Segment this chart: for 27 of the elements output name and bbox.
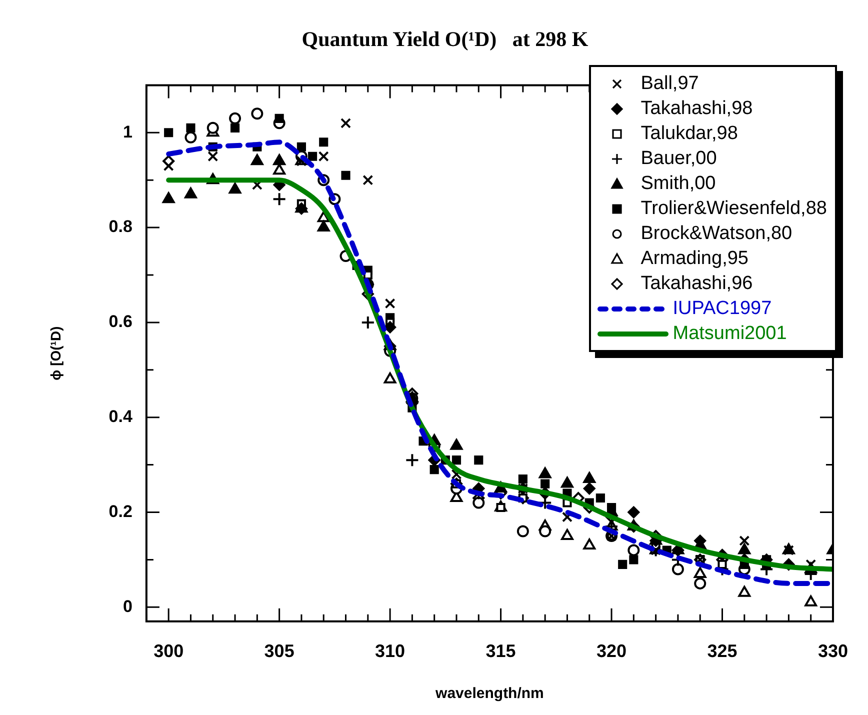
legend-label: Takahashi,98 xyxy=(640,97,753,122)
x-tick-label: 325 xyxy=(707,641,738,662)
legend-label: IUPAC1997 xyxy=(672,297,772,322)
chart-title: Quantum Yield O(¹D) at 298 K xyxy=(302,27,589,52)
x-tick-label: 310 xyxy=(375,641,406,662)
x-tick-label: 320 xyxy=(596,641,627,662)
legend-label: Bauer,00 xyxy=(640,147,717,172)
y-tick-label: 0 xyxy=(122,596,132,616)
legend-label: Ball,97 xyxy=(640,72,699,96)
y-tick-label: 0.2 xyxy=(108,502,132,521)
y-tick-label: 0.4 xyxy=(108,407,133,426)
y-tick-label: 0.6 xyxy=(108,312,132,332)
y-axis-title: ϕ [O(¹D) xyxy=(47,326,64,380)
legend-label: Matsumi2001 xyxy=(672,322,787,346)
legend-label: Armading,95 xyxy=(640,247,748,272)
x-tick-label: 315 xyxy=(486,641,516,662)
y-tick-label: 0.8 xyxy=(108,217,132,236)
legend-label: Talukdar,98 xyxy=(640,122,738,146)
x-tick-label: 305 xyxy=(264,641,294,662)
x-tick-label: 300 xyxy=(154,641,184,662)
legend-label: Smith,00 xyxy=(640,172,716,196)
legend-label: Brock&Watson,80 xyxy=(640,222,792,246)
y-tick-label: 1 xyxy=(122,122,132,142)
legend-label: Takahashi,96 xyxy=(640,272,753,296)
x-axis-title: wavelength/nm xyxy=(434,685,544,702)
x-tick-label: 330 xyxy=(818,641,848,662)
legend-label: Trolier&Wiesenfeld,88 xyxy=(640,197,827,222)
